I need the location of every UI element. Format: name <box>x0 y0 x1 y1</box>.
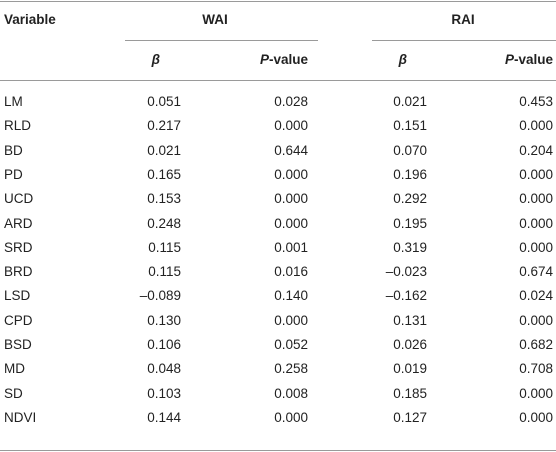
row-label: NDVI <box>4 409 37 425</box>
cell-value: 0.140 <box>274 288 308 304</box>
cell-value: 0.028 <box>274 94 308 109</box>
row-label: UCD <box>4 191 34 207</box>
cell-value: 0.019 <box>393 361 427 377</box>
cell-value: 0.000 <box>519 118 553 134</box>
cell-value: 0.016 <box>274 264 308 280</box>
cell-value: 0.131 <box>393 312 427 328</box>
cell-value: 0.292 <box>393 191 427 207</box>
cell-value: 0.453 <box>519 94 553 109</box>
cell-value: –0.162 <box>385 288 427 304</box>
cell-value: 0.196 <box>393 166 427 182</box>
cell-value: 0.000 <box>519 312 553 328</box>
cell-value: 0.151 <box>393 118 427 134</box>
cell-value: 0.026 <box>393 337 427 352</box>
cell-value: 0.217 <box>147 118 181 134</box>
cell-value: 0.000 <box>519 385 553 401</box>
cell-value: –0.089 <box>139 288 181 304</box>
cell-value: 0.195 <box>393 215 427 231</box>
cell-value: 0.258 <box>274 361 308 377</box>
cell-value: 0.000 <box>274 166 308 182</box>
cell-value: 0.048 <box>147 361 181 377</box>
cell-value: 0.000 <box>274 118 308 134</box>
cell-value: 0.708 <box>519 361 553 377</box>
cell-value: 0.024 <box>519 288 553 304</box>
cell-value: 0.001 <box>274 239 308 255</box>
cell-value: 0.127 <box>393 409 427 425</box>
subheader: P-value <box>259 52 308 67</box>
cell-value: 0.319 <box>393 239 427 255</box>
subheader: β <box>151 52 160 67</box>
cell-value: 0.000 <box>274 409 308 425</box>
cell-value: 0.008 <box>274 385 308 401</box>
cell-value: 0.021 <box>393 94 427 109</box>
cell-value: 0.153 <box>147 191 181 207</box>
row-label: LM <box>4 94 23 109</box>
header-group: WAI <box>202 12 228 27</box>
cell-value: 0.000 <box>519 191 553 207</box>
cell-value: 0.052 <box>274 337 308 352</box>
rule <box>0 1 556 2</box>
cell-value: 0.051 <box>147 94 181 109</box>
cell-value: 0.644 <box>274 142 308 158</box>
row-label: BD <box>4 142 23 158</box>
cell-value: 0.674 <box>519 264 553 280</box>
cell-value: 0.130 <box>147 312 181 328</box>
row-label: LSD <box>4 288 31 304</box>
cell-value: 0.115 <box>148 264 181 280</box>
cell-value: –0.023 <box>385 264 427 280</box>
row-label: CPD <box>4 312 33 328</box>
cell-value: 0.021 <box>147 142 181 158</box>
cell-value: 0.000 <box>519 215 553 231</box>
rule <box>0 80 556 81</box>
header-group: RAI <box>451 12 475 27</box>
row-label: SD <box>4 385 23 401</box>
subheader: β <box>398 52 407 67</box>
cell-value: 0.144 <box>147 409 181 425</box>
cell-value: 0.000 <box>274 312 308 328</box>
cell-value: 0.115 <box>148 239 181 255</box>
row-label: BRD <box>4 264 33 280</box>
row-label: PD <box>4 166 23 182</box>
cell-value: 0.106 <box>147 337 181 352</box>
cell-value: 0.248 <box>147 215 181 231</box>
cell-value: 0.070 <box>393 142 427 158</box>
rule <box>0 450 556 451</box>
cell-value: 0.204 <box>519 142 553 158</box>
subheader: P-value <box>504 52 553 67</box>
row-label: BSD <box>4 337 32 352</box>
row-label: MD <box>4 361 25 377</box>
cell-value: 0.000 <box>519 239 553 255</box>
cell-value: 0.185 <box>393 385 427 401</box>
rule <box>125 40 318 41</box>
row-label: RLD <box>4 118 32 134</box>
cell-value: 0.103 <box>147 385 181 401</box>
cell-value: 0.682 <box>519 337 553 352</box>
header-variable: Variable <box>4 12 56 27</box>
cell-value: 0.000 <box>519 166 553 182</box>
row-label: ARD <box>4 215 33 231</box>
row-label: SRD <box>4 239 33 255</box>
cell-value: 0.000 <box>519 409 553 425</box>
cell-value: 0.165 <box>147 166 181 182</box>
cell-value: 0.000 <box>274 191 308 207</box>
rule <box>372 40 556 41</box>
cell-value: 0.000 <box>274 215 308 231</box>
